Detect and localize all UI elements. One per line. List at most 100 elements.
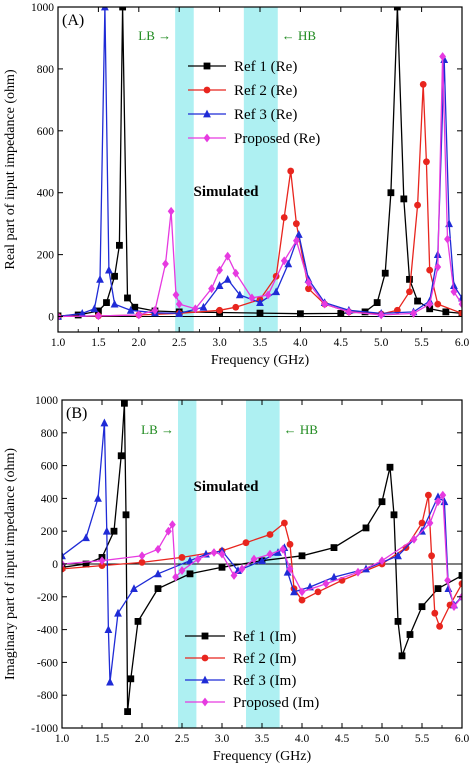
data-point <box>238 564 246 574</box>
x-tick-label: 4.5 <box>335 733 350 745</box>
data-point <box>154 585 162 592</box>
plot-area <box>62 400 462 715</box>
x-tick-label: 5.5 <box>414 337 429 349</box>
data-point <box>444 234 451 244</box>
data-point <box>286 564 294 574</box>
legend-marker <box>201 654 209 662</box>
x-tick-label: 1.0 <box>51 337 66 349</box>
x-tick-label: 4.0 <box>295 733 310 745</box>
data-point <box>406 631 414 638</box>
x-tick-label: 1.5 <box>91 337 106 349</box>
x-tick-label: 2.5 <box>175 733 190 745</box>
panel-label: (A) <box>62 12 84 29</box>
data-point <box>126 305 135 314</box>
data-point <box>426 266 434 274</box>
series-line <box>62 493 462 609</box>
data-point <box>330 544 338 551</box>
data-point <box>423 158 430 166</box>
y-tick-label: 1000 <box>35 395 58 407</box>
data-point <box>167 206 175 216</box>
data-point <box>439 490 447 500</box>
data-point <box>215 281 224 289</box>
panel-a: 1.0 1.5 2.0 2.5 3.0 3.5 4.0 4.5 5.0 5.5 6.0 0 200 400… <box>3 2 469 368</box>
data-point <box>186 570 194 578</box>
data-point <box>284 259 293 268</box>
panel-b: 1.0 1.5 2.0 2.5 3.0 3.5 4.0 4.5 5.0 5.5 6.0 -1000 -8… <box>3 395 469 764</box>
data-point <box>287 167 295 175</box>
band-label-lb: LB → <box>138 28 171 43</box>
x-tick-label: 4.5 <box>334 337 349 349</box>
data-point <box>410 535 418 544</box>
x-tick-label: 6.0 <box>455 733 470 745</box>
data-point <box>98 562 106 570</box>
legend-label: Ref 3 (Re) <box>234 107 297 123</box>
data-point <box>426 518 434 528</box>
y-axis-label: Imaginary part of input impedance (ohm) <box>3 448 18 680</box>
data-point <box>266 531 274 538</box>
y-tick-label: 400 <box>37 188 55 200</box>
data-point <box>175 309 184 317</box>
x-tick-label: 2.5 <box>172 337 187 349</box>
data-point <box>406 288 413 296</box>
frequency-band <box>243 7 278 332</box>
data-point <box>95 311 102 321</box>
data-point <box>387 189 395 197</box>
data-point <box>74 311 82 319</box>
data-point <box>354 567 362 577</box>
data-point <box>290 587 298 596</box>
data-point <box>394 618 402 625</box>
data-point <box>106 677 114 686</box>
y-tick-label: 0 <box>52 559 58 571</box>
legend-marker <box>201 675 209 684</box>
data-point <box>216 306 224 314</box>
legend-marker <box>203 62 211 70</box>
data-point <box>439 52 447 61</box>
data-point <box>199 302 208 311</box>
data-point <box>208 284 215 294</box>
x-tick-label: 4.0 <box>293 337 308 349</box>
data-point <box>436 622 443 630</box>
data-point <box>172 290 180 300</box>
legend-label: Ref 3 (Im) <box>233 673 296 689</box>
frequency-band <box>175 7 194 332</box>
panel-label: (B) <box>66 405 87 422</box>
data-point <box>191 304 199 314</box>
annotation-simulated: Simulated <box>193 184 259 200</box>
data-point <box>378 498 386 506</box>
data-point <box>458 572 462 579</box>
data-point <box>458 580 462 588</box>
series-line <box>58 56 462 318</box>
data-point <box>393 7 401 11</box>
y-tick-label: 400 <box>41 493 59 505</box>
y-tick-label: 200 <box>41 526 59 538</box>
data-point <box>400 195 408 203</box>
data-point <box>82 533 90 542</box>
data-point <box>414 297 421 305</box>
data-point <box>131 303 139 311</box>
x-tick-label: 2.0 <box>132 337 147 349</box>
data-point <box>425 491 432 499</box>
x-axis-label: Frequency (GHz) <box>211 353 310 368</box>
data-point <box>178 566 186 575</box>
legend-label: Ref 2 (Im) <box>233 651 296 667</box>
data-point <box>279 544 287 554</box>
data-point <box>82 560 90 568</box>
band-label-lb: LB → <box>141 422 174 437</box>
data-point <box>250 554 258 564</box>
data-point <box>124 294 131 302</box>
legend-label: Ref 2 (Re) <box>234 83 297 99</box>
data-point <box>337 310 345 317</box>
data-point <box>280 256 288 266</box>
x-tick-label: 2.0 <box>135 733 150 745</box>
data-point <box>62 551 66 560</box>
data-point <box>281 519 288 527</box>
data-point <box>223 274 232 283</box>
x-tick-label: 3.5 <box>253 337 268 349</box>
y-tick-label: 600 <box>41 461 59 473</box>
data-point <box>390 511 398 519</box>
data-point <box>165 526 172 536</box>
data-point <box>172 572 179 582</box>
data-point <box>458 310 462 317</box>
legend: Ref 1 (Re) Ref 2 (Re) Ref 3 (Re) Proposed (… <box>188 59 320 147</box>
